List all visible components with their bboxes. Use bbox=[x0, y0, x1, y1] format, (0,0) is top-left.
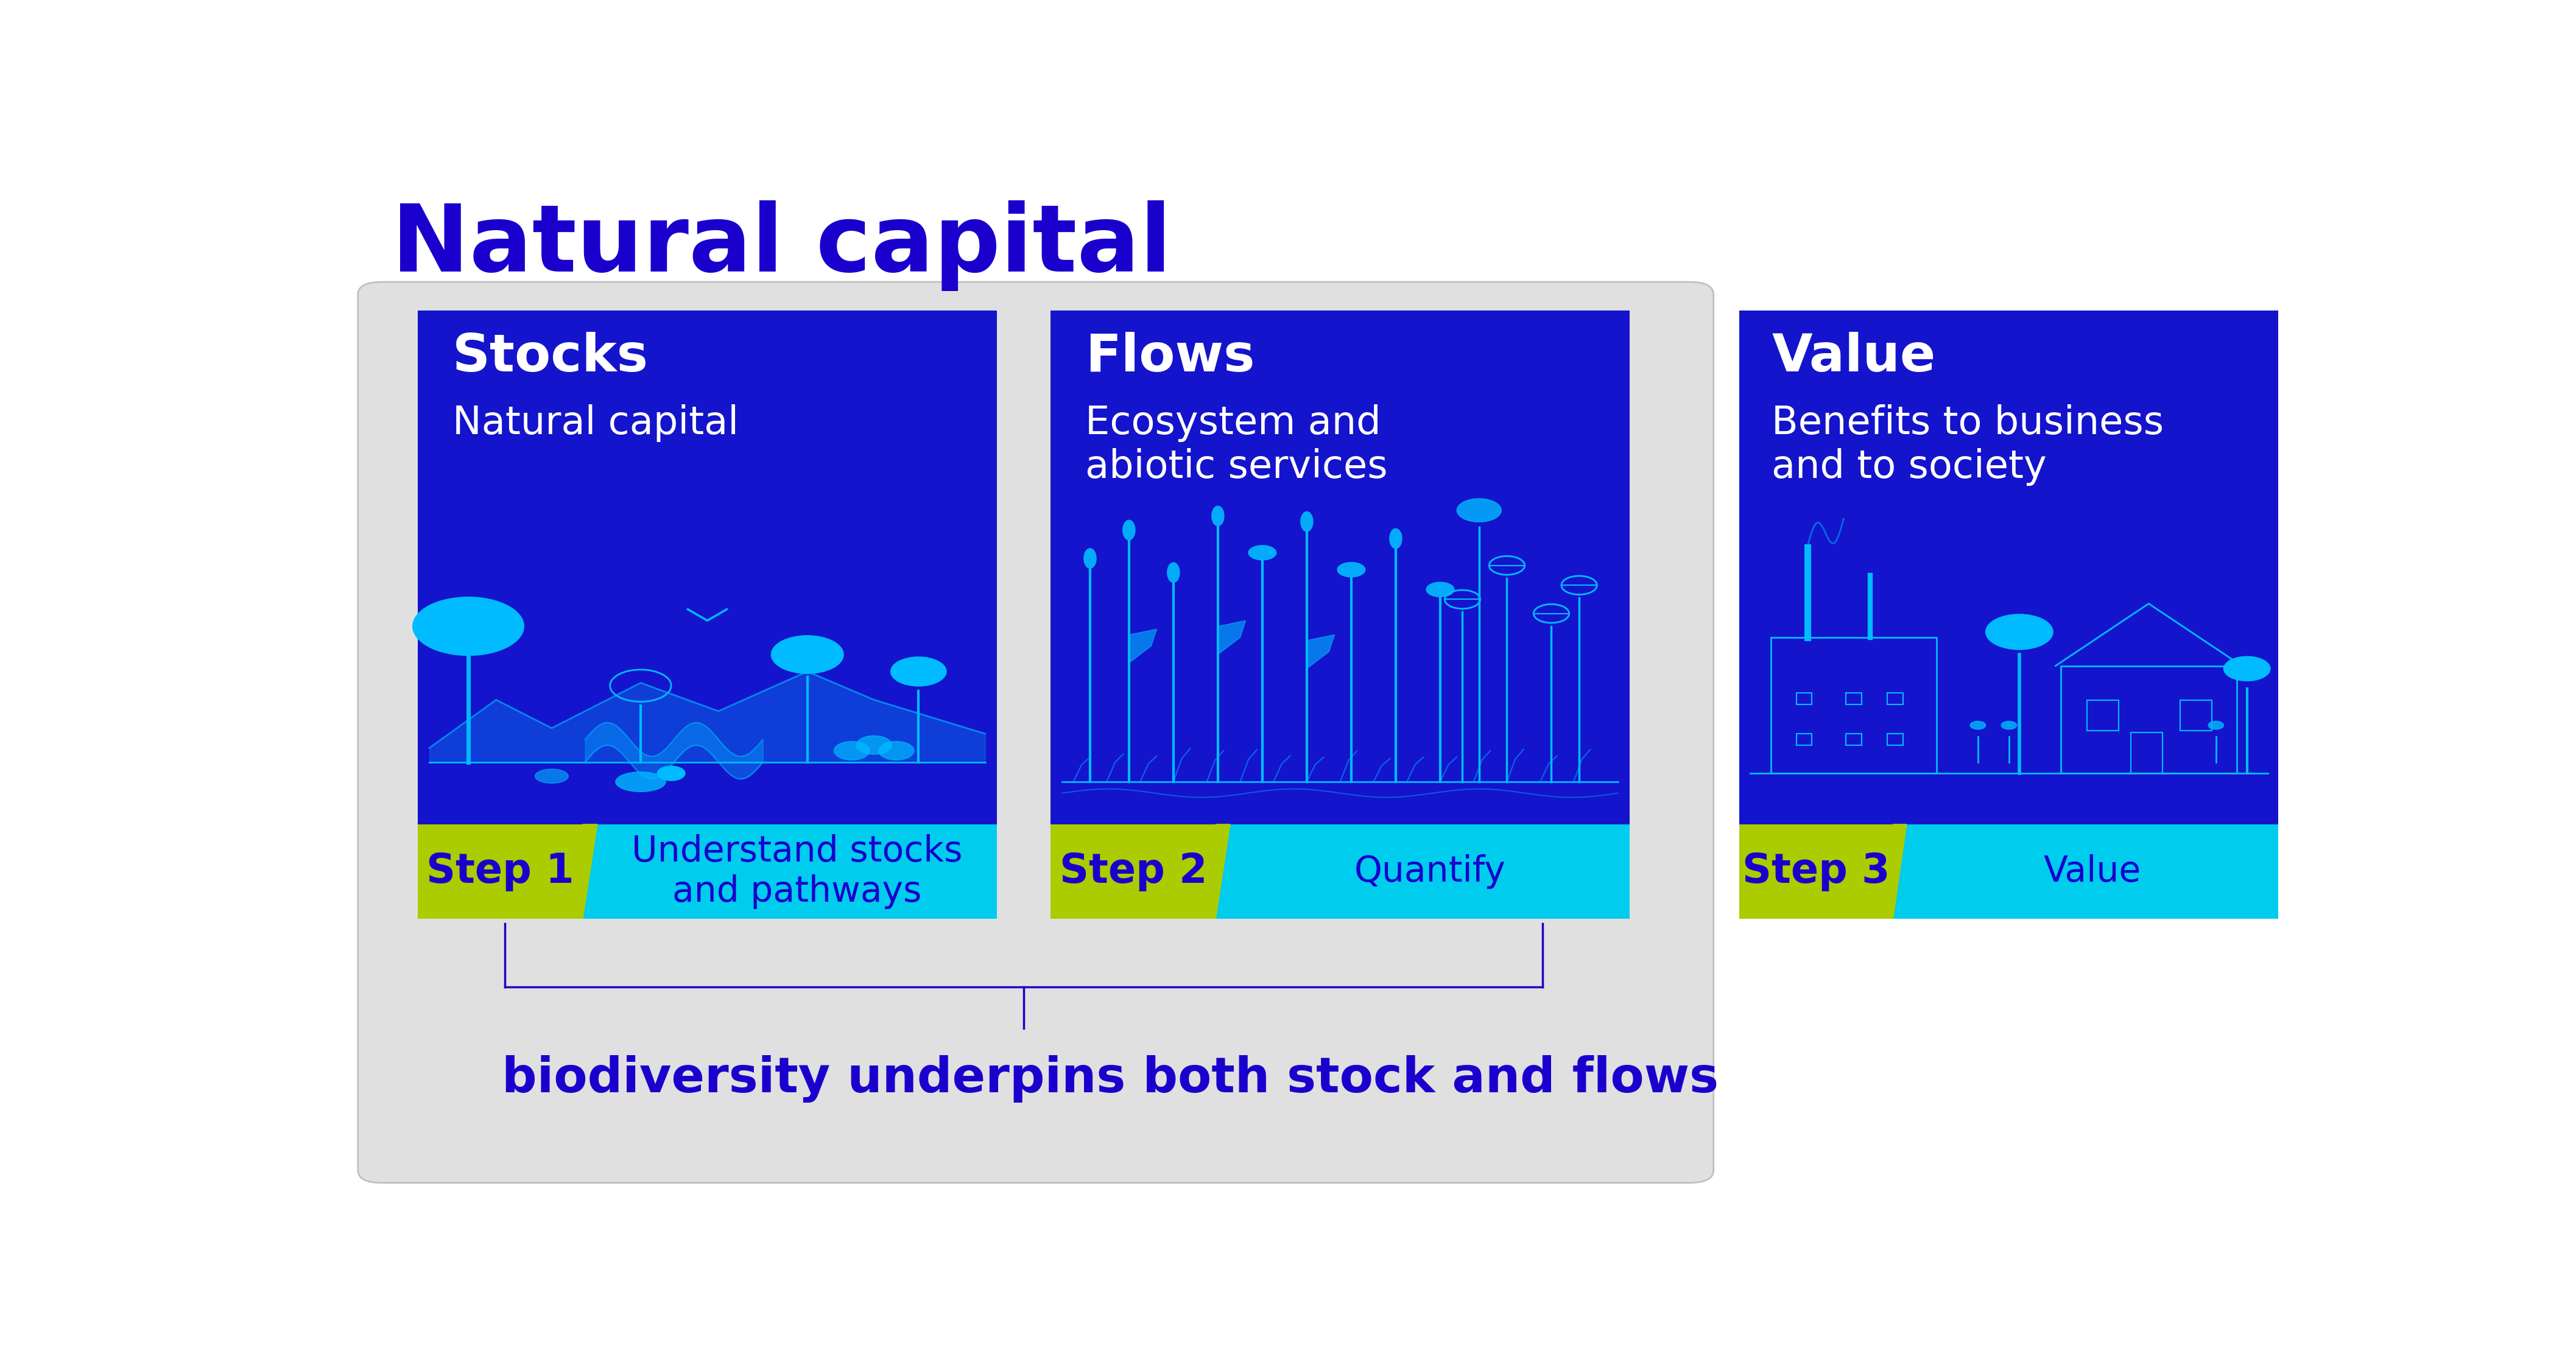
Bar bbox=[417, 824, 582, 918]
Text: Step 2: Step 2 bbox=[1059, 851, 1208, 892]
Polygon shape bbox=[1218, 621, 1247, 655]
Text: biodiversity underpins both stock and flows: biodiversity underpins both stock and fl… bbox=[502, 1054, 1718, 1102]
Circle shape bbox=[1427, 582, 1453, 597]
Bar bbox=[1739, 824, 2277, 918]
Circle shape bbox=[835, 741, 871, 760]
Circle shape bbox=[2002, 720, 2017, 729]
Bar bbox=[1739, 824, 1893, 918]
Circle shape bbox=[770, 636, 842, 674]
Circle shape bbox=[855, 735, 891, 755]
Polygon shape bbox=[1216, 824, 1231, 918]
Ellipse shape bbox=[536, 770, 569, 783]
Ellipse shape bbox=[1211, 507, 1224, 526]
Bar bbox=[2087, 700, 2120, 730]
Bar bbox=[2179, 700, 2213, 730]
Text: Natural capital: Natural capital bbox=[392, 200, 1172, 291]
Circle shape bbox=[412, 597, 523, 655]
Circle shape bbox=[891, 656, 945, 686]
Bar bbox=[1888, 693, 1904, 704]
Bar bbox=[1795, 693, 1811, 704]
Ellipse shape bbox=[1123, 520, 1136, 539]
Text: Quantify: Quantify bbox=[1355, 854, 1507, 889]
Circle shape bbox=[1337, 563, 1365, 577]
Ellipse shape bbox=[616, 772, 665, 791]
Circle shape bbox=[657, 765, 685, 780]
Circle shape bbox=[1971, 720, 1986, 729]
Bar bbox=[417, 824, 997, 918]
Text: Value: Value bbox=[1772, 331, 1935, 383]
FancyBboxPatch shape bbox=[358, 282, 1713, 1182]
Ellipse shape bbox=[1388, 528, 1401, 549]
Text: Flows: Flows bbox=[1084, 331, 1255, 383]
Bar bbox=[2061, 666, 2236, 774]
Text: Understand stocks
and pathways: Understand stocks and pathways bbox=[631, 834, 963, 908]
Circle shape bbox=[1986, 614, 2053, 650]
Text: Natural capital: Natural capital bbox=[453, 405, 739, 443]
Bar bbox=[2130, 733, 2164, 774]
Bar bbox=[1051, 311, 1631, 918]
Circle shape bbox=[1458, 498, 1502, 522]
Bar bbox=[417, 311, 997, 918]
Polygon shape bbox=[1893, 824, 1906, 918]
Text: Step 3: Step 3 bbox=[1741, 851, 1891, 892]
Bar bbox=[1888, 734, 1904, 745]
Circle shape bbox=[2223, 656, 2269, 681]
Text: Value: Value bbox=[2043, 854, 2141, 889]
Text: Benefits to business
and to society: Benefits to business and to society bbox=[1772, 405, 2164, 486]
Ellipse shape bbox=[1301, 512, 1314, 531]
Text: Stocks: Stocks bbox=[453, 331, 649, 383]
Bar bbox=[1770, 637, 1937, 774]
Circle shape bbox=[878, 741, 914, 760]
Bar bbox=[1795, 734, 1811, 745]
Bar bbox=[1051, 824, 1631, 918]
Bar bbox=[1847, 734, 1862, 745]
Polygon shape bbox=[582, 824, 598, 918]
Polygon shape bbox=[1128, 629, 1157, 663]
Ellipse shape bbox=[1167, 563, 1180, 583]
Bar bbox=[1847, 693, 1862, 704]
Circle shape bbox=[1249, 545, 1275, 560]
Circle shape bbox=[2208, 720, 2223, 729]
Text: Step 1: Step 1 bbox=[428, 851, 574, 892]
Polygon shape bbox=[1306, 635, 1334, 669]
Bar bbox=[1051, 824, 1216, 918]
Text: Ecosystem and
abiotic services: Ecosystem and abiotic services bbox=[1084, 405, 1388, 486]
Ellipse shape bbox=[1084, 549, 1097, 568]
Bar bbox=[1739, 311, 2277, 918]
